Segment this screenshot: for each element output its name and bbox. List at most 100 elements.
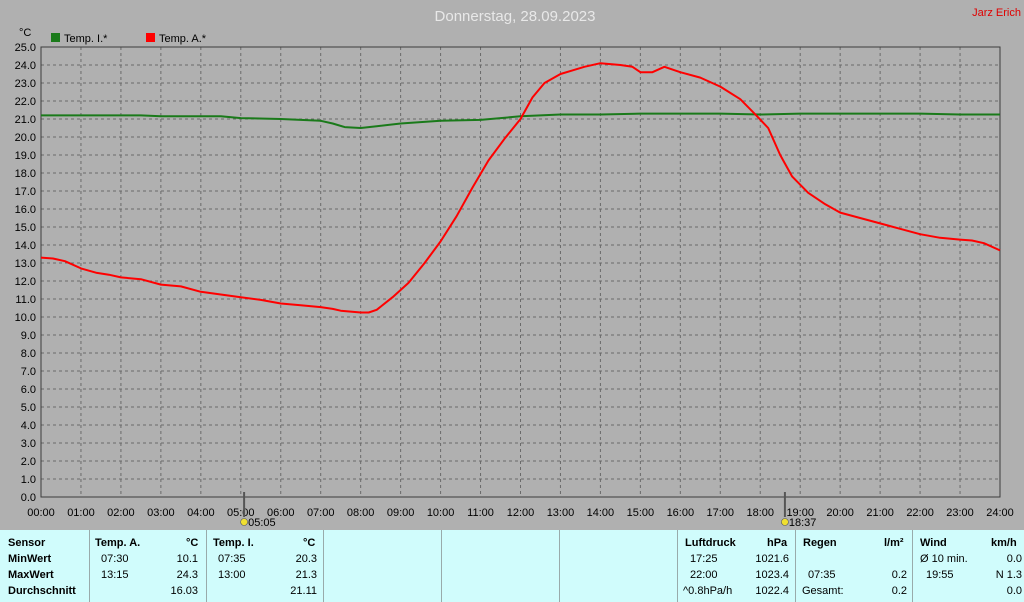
series-lines [40, 62, 1001, 314]
series-line-inside [41, 112, 1000, 129]
y-tick-label: 25.0 [15, 42, 36, 54]
y-axis-unit: °C [19, 27, 31, 39]
wind-max-time: 19:55 [926, 569, 954, 581]
temp-i-min-time: 07:35 [218, 553, 246, 565]
wind-avg-label: Ø 10 min. [920, 553, 968, 565]
y-tick-label: 7.0 [21, 366, 36, 378]
x-tick-label: 10:00 [427, 507, 455, 519]
sun-markers: 05:05 18:37 [240, 492, 817, 529]
row-label-min: MinWert [8, 553, 52, 565]
x-tick-label: 07:00 [307, 507, 335, 519]
x-tick-label: 14:00 [587, 507, 615, 519]
x-tick-label: 05:00 [227, 507, 255, 519]
y-tick-label: 5.0 [21, 402, 36, 414]
y-tick-label: 1.0 [21, 474, 36, 486]
x-tick-label: 18:00 [746, 507, 774, 519]
pressure-max-value: 1023.4 [755, 569, 789, 581]
temperature-chart: Donnerstag, 28.09.2023 Jarz Erich °C Tem… [15, 7, 1021, 529]
wind-header: Wind [920, 537, 947, 549]
legend-label-inside: Temp. I.* [64, 33, 108, 45]
row-label-avg: Durchschnitt [8, 585, 76, 597]
grid [40, 46, 1001, 498]
temp-a-max-time: 13:15 [101, 569, 129, 581]
pressure-current: 1022.4 [755, 585, 789, 597]
x-tick-label: 23:00 [946, 507, 974, 519]
wind-max-value: N 1.3 [995, 569, 1022, 581]
temp-i-avg-value: 21.11 [290, 585, 317, 597]
x-tick-label: 17:00 [707, 507, 735, 519]
author-label: Jarz Erich [972, 7, 1021, 19]
temp-a-header: Temp. A. [95, 537, 141, 549]
x-tick-label: 08:00 [347, 507, 375, 519]
temp-a-min-value: 10.1 [176, 553, 198, 565]
y-tick-label: 20.0 [15, 132, 36, 144]
y-axis-ticks: 0.0 1.0 2.0 3.0 4.0 5.0 6.0 7.0 8.0 9.0 10.0 11.0 12… [15, 42, 36, 504]
x-tick-label: 16:00 [667, 507, 695, 519]
pressure-max-time: 22:00 [690, 569, 718, 581]
temp-i-unit: °C [303, 537, 316, 549]
y-tick-label: 9.0 [21, 330, 36, 342]
row-label-max: MaxWert [8, 569, 54, 581]
pressure-unit: hPa [767, 537, 788, 549]
x-tick-label: 02:00 [107, 507, 135, 519]
y-tick-label: 22.0 [15, 96, 36, 108]
y-tick-label: 11.0 [15, 294, 36, 306]
x-tick-label: 20:00 [826, 507, 854, 519]
y-tick-label: 12.0 [15, 276, 36, 288]
y-tick-label: 15.0 [15, 222, 36, 234]
x-tick-label: 01:00 [67, 507, 95, 519]
wind-unit: km/h [991, 537, 1017, 549]
x-tick-label: 11:00 [467, 507, 494, 519]
y-tick-label: 18.0 [15, 168, 36, 180]
legend-label-outside: Temp. A.* [159, 33, 207, 45]
y-tick-label: 6.0 [21, 384, 36, 396]
pressure-min-value: 1021.6 [755, 553, 789, 565]
y-tick-label: 21.0 [15, 114, 36, 126]
temp-a-max-value: 24.3 [176, 569, 198, 581]
y-tick-label: 24.0 [15, 60, 36, 72]
y-tick-label: 16.0 [15, 204, 36, 216]
x-tick-label: 13:00 [547, 507, 575, 519]
rain-total-value: 0.2 [891, 585, 907, 597]
sensor-header: Sensor [8, 537, 46, 549]
x-tick-label: 15:00 [627, 507, 655, 519]
legend-swatch-inside [51, 33, 60, 42]
y-tick-label: 13.0 [15, 258, 36, 270]
legend-swatch-outside [146, 33, 155, 42]
rain-max-time: 07:35 [808, 569, 836, 581]
x-tick-label: 21:00 [866, 507, 894, 519]
wind-avg-value: 0.0 [1006, 553, 1022, 565]
marker-label: 18:37 [789, 517, 817, 529]
temp-a-avg-value: 16.03 [170, 585, 198, 597]
rain-total-label: Gesamt: [802, 585, 844, 597]
y-tick-label: 19.0 [15, 150, 36, 162]
temp-a-unit: °C [186, 537, 199, 549]
x-tick-label: 06:00 [267, 507, 295, 519]
x-tick-label: 12:00 [507, 507, 535, 519]
temp-i-min-value: 20.3 [295, 553, 317, 565]
plot-frame [40, 46, 1001, 498]
y-tick-label: 10.0 [15, 312, 36, 324]
y-tick-label: 23.0 [15, 78, 36, 90]
series-line-outside [40, 62, 1001, 314]
legend: Temp. I.* Temp. A.* [51, 33, 207, 45]
x-tick-label: 00:00 [27, 507, 55, 519]
pressure-trend: ^0.8hPa/h [683, 585, 733, 597]
y-tick-label: 2.0 [21, 456, 36, 468]
x-axis-ticks: 00:00 01:00 02:00 03:00 04:00 05:00 06:00 07:00… [27, 507, 1014, 519]
sunset-icon [781, 518, 789, 526]
temp-i-max-value: 21.3 [295, 569, 317, 581]
y-tick-label: 14.0 [15, 240, 36, 252]
y-tick-label: 4.0 [21, 420, 36, 432]
y-tick-label: 0.0 [21, 492, 36, 504]
x-tick-label: 04:00 [187, 507, 215, 519]
x-tick-label: 22:00 [906, 507, 934, 519]
x-tick-label: 09:00 [387, 507, 415, 519]
pressure-min-time: 17:25 [690, 553, 718, 565]
chart-title: Donnerstag, 28.09.2023 [435, 8, 596, 25]
wind-current-value: 0.0 [1006, 585, 1022, 597]
y-tick-label: 8.0 [21, 348, 36, 360]
temp-a-min-time: 07:30 [101, 553, 129, 565]
y-tick-label: 3.0 [21, 438, 36, 450]
sunrise-icon [240, 518, 248, 526]
